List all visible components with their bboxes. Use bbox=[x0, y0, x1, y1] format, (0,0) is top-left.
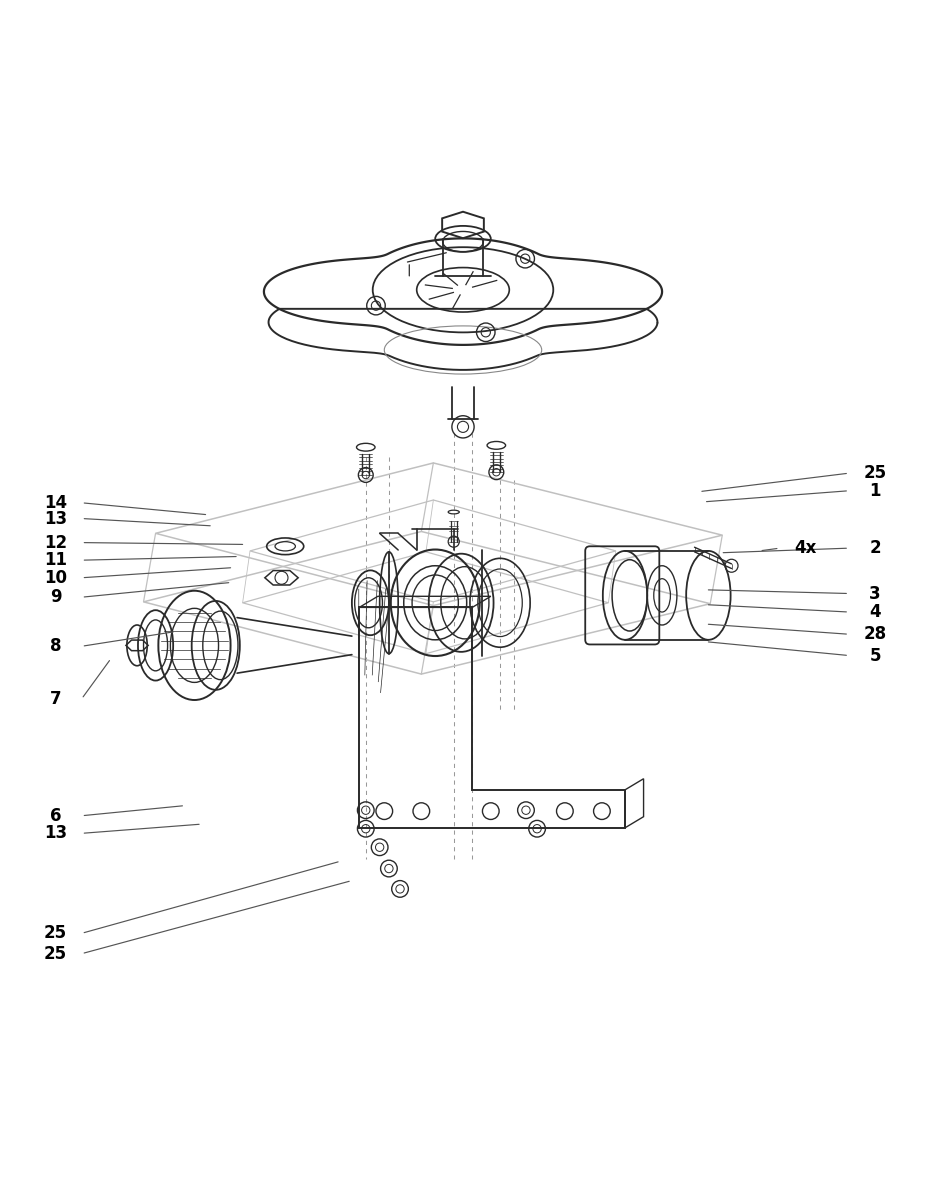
Text: 10: 10 bbox=[44, 569, 67, 587]
Text: 13: 13 bbox=[44, 510, 67, 528]
Text: 25: 25 bbox=[44, 924, 67, 942]
Text: 12: 12 bbox=[44, 534, 67, 552]
Text: 9: 9 bbox=[50, 588, 61, 606]
Text: 2: 2 bbox=[870, 539, 881, 557]
Text: 6: 6 bbox=[50, 806, 61, 824]
Text: 28: 28 bbox=[864, 625, 886, 643]
Text: 11: 11 bbox=[44, 551, 67, 569]
Text: 4x: 4x bbox=[795, 539, 817, 557]
Text: 25: 25 bbox=[44, 944, 67, 962]
Text: 14: 14 bbox=[44, 493, 67, 511]
Text: 7: 7 bbox=[50, 690, 61, 708]
Text: 5: 5 bbox=[870, 647, 881, 665]
Text: 1: 1 bbox=[870, 481, 881, 499]
Text: 13: 13 bbox=[44, 824, 67, 842]
Text: 25: 25 bbox=[864, 464, 886, 482]
Text: 4: 4 bbox=[870, 604, 881, 622]
Text: 8: 8 bbox=[50, 637, 61, 655]
Text: 3: 3 bbox=[870, 584, 881, 602]
